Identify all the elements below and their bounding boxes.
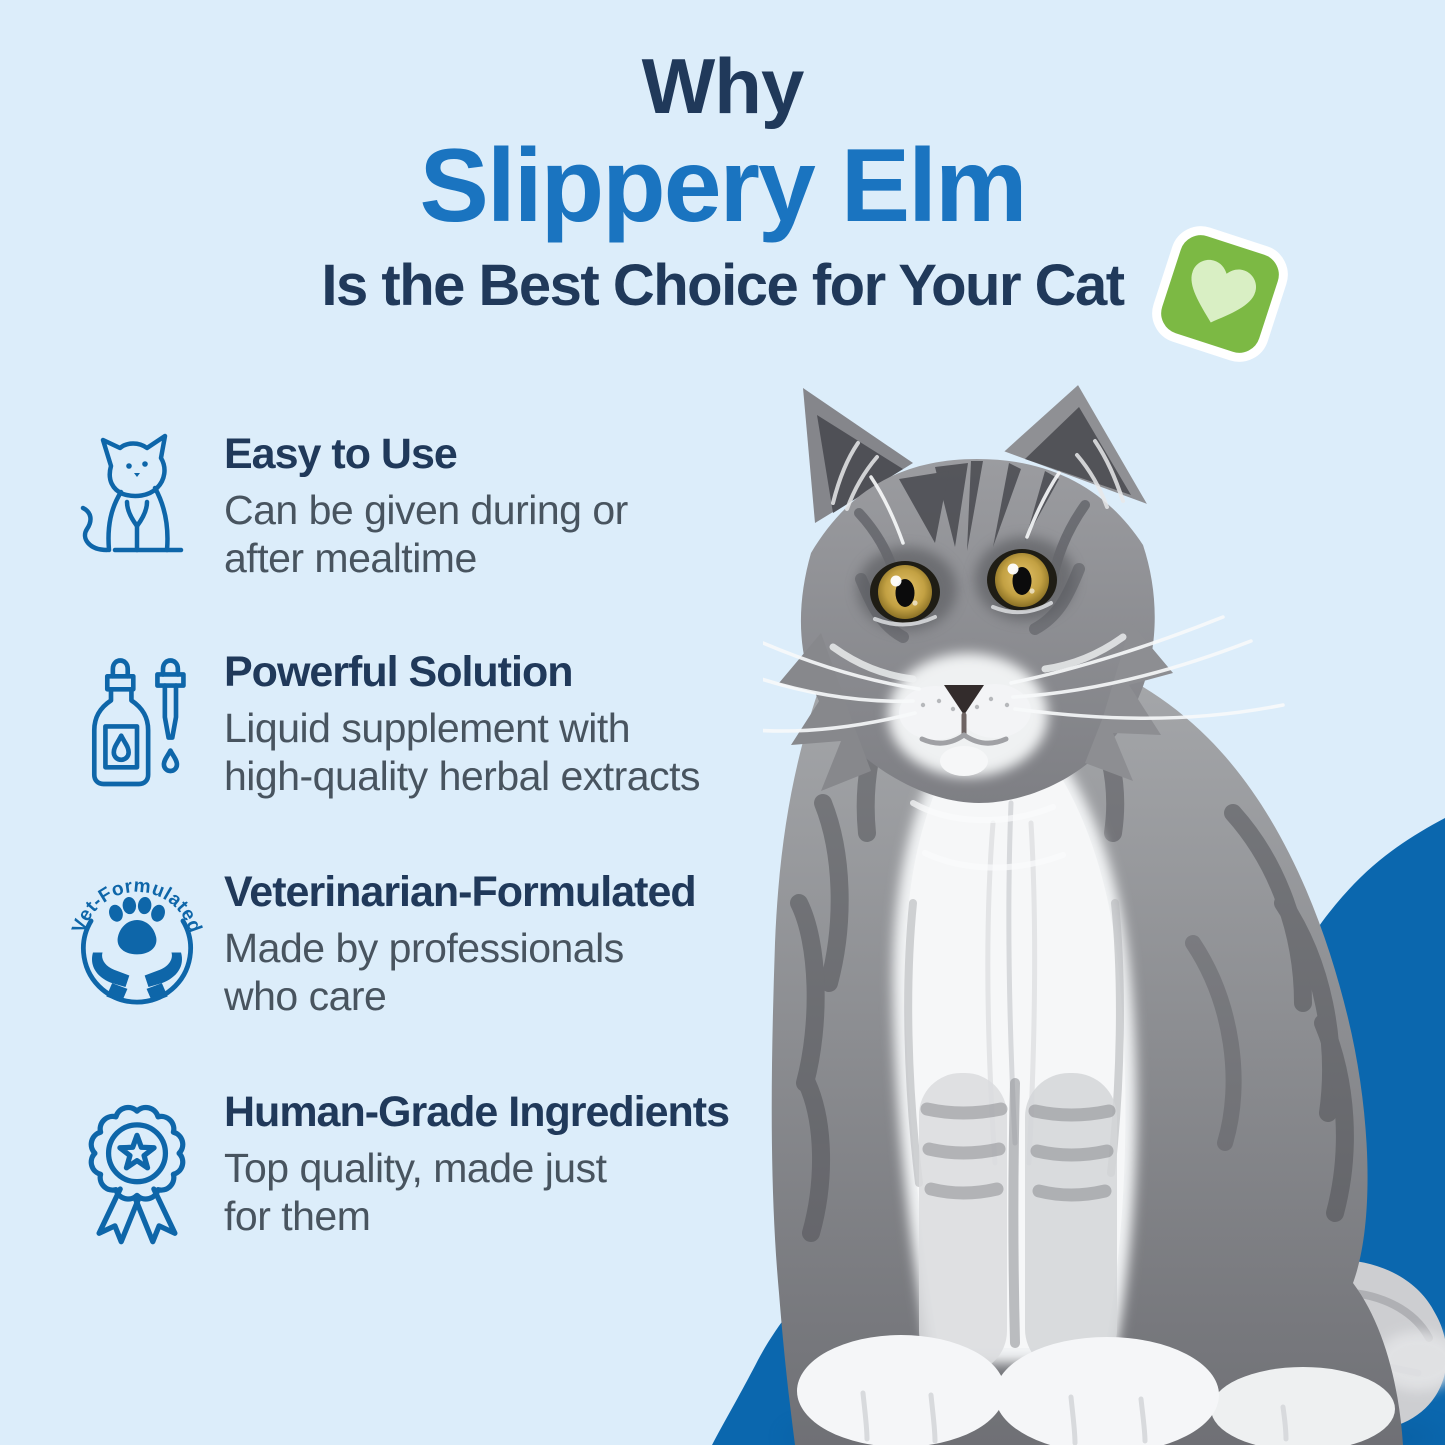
feature-title: Easy to Use [224, 430, 458, 478]
heart-badge [1144, 218, 1296, 370]
feature-title: Veterinarian-Formulated [224, 868, 697, 916]
heart-icon [1191, 259, 1257, 323]
feature-icon-cell [52, 648, 222, 790]
feature-title: Powerful Solution [224, 648, 573, 696]
feature-title: Human-Grade Ingredients [224, 1088, 730, 1136]
feature-human-grade: Human-Grade Ingredients Top quality, mad… [52, 1088, 752, 1248]
feature-icon-cell: Vet-Formulated [52, 868, 222, 1014]
feature-icon-cell [52, 1088, 222, 1248]
feature-text: Powerful Solution Liquid supplement with… [222, 648, 752, 801]
feature-text: Human-Grade Ingredients Top quality, mad… [222, 1088, 752, 1241]
cat-photo [763, 385, 1445, 1445]
feature-text: Veterinarian-Formulated Made by professi… [222, 868, 752, 1021]
dropper-bottle-icon [91, 658, 186, 787]
page-eyebrow: Why [641, 42, 805, 130]
feature-description: Top quality, made just for them [224, 1145, 607, 1240]
feature-description: Liquid supplement with high-quality herb… [224, 705, 700, 800]
cat-head [763, 385, 1285, 803]
caring-hands-icon [91, 952, 183, 1003]
cat-icon [80, 433, 184, 553]
title-block: Why Slippery Elm Is the Best Choice for … [0, 42, 1445, 319]
paw-icon [109, 896, 165, 955]
feature-description: Can be given during or after mealtime [224, 487, 628, 582]
cat-eyes [870, 549, 1057, 623]
feature-text: Easy to Use Can be given during or after… [222, 430, 752, 583]
vet-formulated-badge-icon: Vet-Formulated [70, 875, 204, 1005]
page-subtitle: Is the Best Choice for Your Cat [321, 253, 1125, 319]
feature-powerful-solution: Powerful Solution Liquid supplement with… [52, 648, 752, 801]
feature-description: Made by professionals who care [224, 925, 624, 1020]
page-title: Slippery Elm [419, 128, 1028, 245]
feature-icon-cell [52, 430, 222, 556]
feature-easy-to-use: Easy to Use Can be given during or after… [52, 430, 752, 583]
feature-vet-formulated: Vet-Formulated Veterinar [52, 868, 752, 1021]
award-ribbon-icon [88, 1104, 186, 1245]
